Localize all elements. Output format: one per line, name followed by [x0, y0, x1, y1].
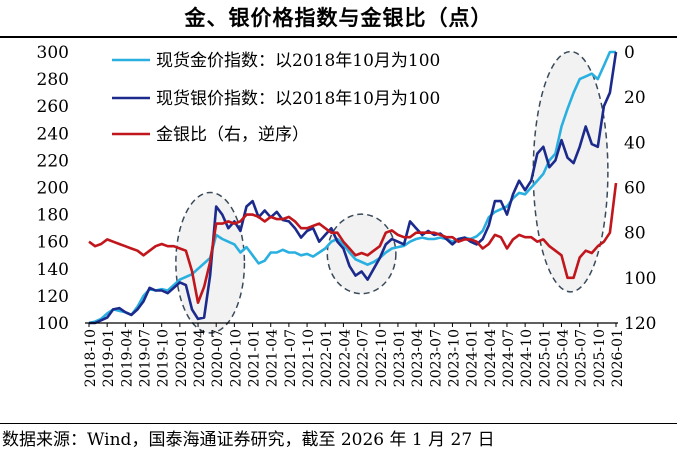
x-tick-label: 2023-04 — [410, 329, 426, 387]
right-tick-label: 60 — [624, 179, 646, 199]
x-tick-label: 2022-10 — [374, 329, 390, 387]
gold-silver-ratio-line — [88, 182, 618, 305]
left-tick-label: 260 — [37, 97, 69, 117]
left-tick-label: 120 — [37, 287, 69, 307]
x-tick-label: 2024-10 — [519, 329, 535, 387]
x-tick-label: 2021-01 — [247, 329, 263, 387]
x-tick-label: 2021-10 — [301, 329, 317, 387]
x-tick-label: 2024-04 — [483, 329, 499, 387]
right-tick-label: 120 — [624, 314, 656, 334]
source-note: 数据来源：Wind，国泰海通证券研究，截至 2026 年 1 月 27 日 — [2, 430, 495, 450]
x-tick-label: 2022-07 — [356, 329, 372, 387]
gold-index-line — [88, 50, 616, 325]
left-tick-label: 240 — [37, 124, 69, 144]
x-tick-label: 2025-04 — [555, 329, 571, 387]
x-tick-label: 2021-07 — [283, 329, 299, 387]
x-tick-label: 2021-04 — [265, 329, 281, 387]
x-tick-label: 2018-10 — [83, 329, 99, 387]
x-tick-label: 2019-01 — [101, 329, 117, 387]
left-tick-label: 180 — [37, 206, 69, 226]
x-tick-label: 2019-04 — [119, 329, 135, 387]
left-tick-label: 100 — [37, 314, 69, 334]
x-tick-label: 2024-07 — [501, 329, 517, 387]
x-tick-label: 2022-01 — [319, 329, 335, 387]
x-tick-label: 2020-10 — [228, 329, 244, 387]
left-tick-label: 140 — [37, 260, 69, 280]
chart-svg: 100 120 140 160 180 200 220 240 260 280 300 0 20 40 60… — [37, 43, 657, 387]
x-tick-label: 2023-07 — [428, 329, 444, 387]
right-tick-label: 100 — [624, 269, 656, 289]
title-rule — [0, 36, 677, 38]
x-tick-label: 2020-07 — [210, 329, 226, 387]
x-tick-label: 2023-01 — [392, 329, 408, 387]
left-tick-label: 200 — [37, 179, 69, 199]
legend-label-2: 现货银价指数：以2018年10月为100 — [156, 89, 440, 109]
right-tick-label: 40 — [624, 133, 646, 153]
right-tick-label: 0 — [624, 43, 635, 63]
x-tick-label: 2024-01 — [465, 329, 481, 387]
left-tick-label: 220 — [37, 151, 69, 171]
silver-index-line — [89, 51, 618, 325]
x-tick-label: 2022-04 — [337, 329, 353, 387]
right-tick-label: 20 — [624, 88, 646, 108]
x-tick-label: 2026-01 — [610, 329, 626, 387]
left-tick-label: 300 — [37, 43, 69, 63]
left-tick-label: 280 — [37, 70, 69, 90]
x-tick-label: 2025-10 — [592, 329, 608, 387]
left-tick-label: 160 — [37, 233, 69, 253]
x-tick-label: 2020-01 — [174, 329, 190, 387]
x-tick-label: 2025-01 — [537, 329, 553, 387]
x-tick-label: 2019-10 — [156, 329, 172, 387]
x-tick-label: 2020-04 — [192, 329, 208, 387]
x-tick-label: 2019-07 — [138, 329, 154, 387]
x-tick-label: 2025-07 — [574, 329, 590, 387]
right-tick-label: 80 — [624, 224, 646, 244]
legend-label-3: 金银比（右，逆序） — [156, 125, 309, 145]
chart-title: 金、银价格指数与金银比（点） — [184, 6, 493, 30]
x-tick-label: 2023-10 — [446, 329, 462, 387]
source-rule — [0, 423, 677, 424]
legend-label-1: 现货金价指数：以2018年10月为100 — [156, 51, 440, 71]
